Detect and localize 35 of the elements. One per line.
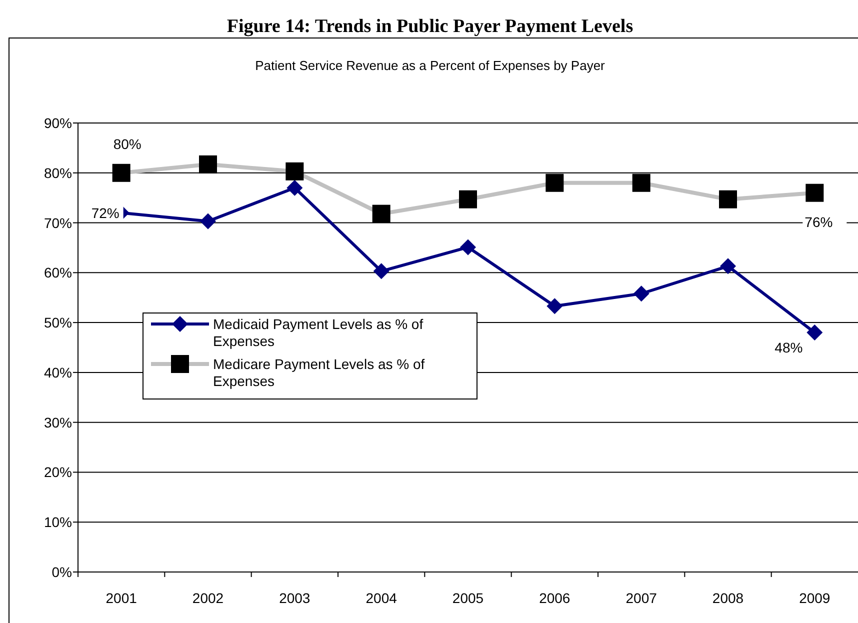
data-label: 80% [113,136,142,152]
legend-label: Medicaid Payment Levels as % of Expenses [213,316,424,349]
y-tick-label: 70% [44,214,72,231]
point [720,258,736,274]
point [546,298,563,314]
x-tick-label: 2004 [366,590,398,606]
x-tick-label: 2008 [712,590,744,606]
point [200,213,216,230]
x-tick-label: 2006 [539,590,570,606]
point [373,263,390,280]
data-label: 72% [91,204,120,221]
y-tick-label: 60% [44,264,72,281]
data-label: 76% [804,214,833,230]
legend-label: Medicare Payment Levels as % of Expenses [213,356,425,389]
x-tick-label: 2005 [452,590,484,606]
y-tick-label: 40% [44,364,72,380]
x-tick-label: 2009 [799,590,830,606]
y-tick-label: 30% [44,414,72,430]
point [806,324,823,341]
x-tick-label: 2001 [106,590,138,606]
y-tick-label: 90% [44,115,72,131]
x-tick-label: 2007 [626,590,658,606]
point [460,239,476,256]
chart-title: Figure 14: Trends in Public Payer Payment Levels [226,16,634,37]
x-tick-label: 2002 [192,590,224,606]
y-tick-label: 20% [44,464,72,480]
x-tick-label: 2003 [279,590,310,606]
y-tick-label: 50% [44,314,72,331]
point [633,286,650,302]
y-tick-label: 0% [52,564,72,580]
chart-subtitle: Patient Service Revenue as a Percent of Expenses by Payer [255,58,606,73]
data-label: 48% [774,340,803,356]
point [286,180,303,196]
y-tick-label: 10% [44,514,72,530]
y-tick-label: 80% [44,164,72,181]
